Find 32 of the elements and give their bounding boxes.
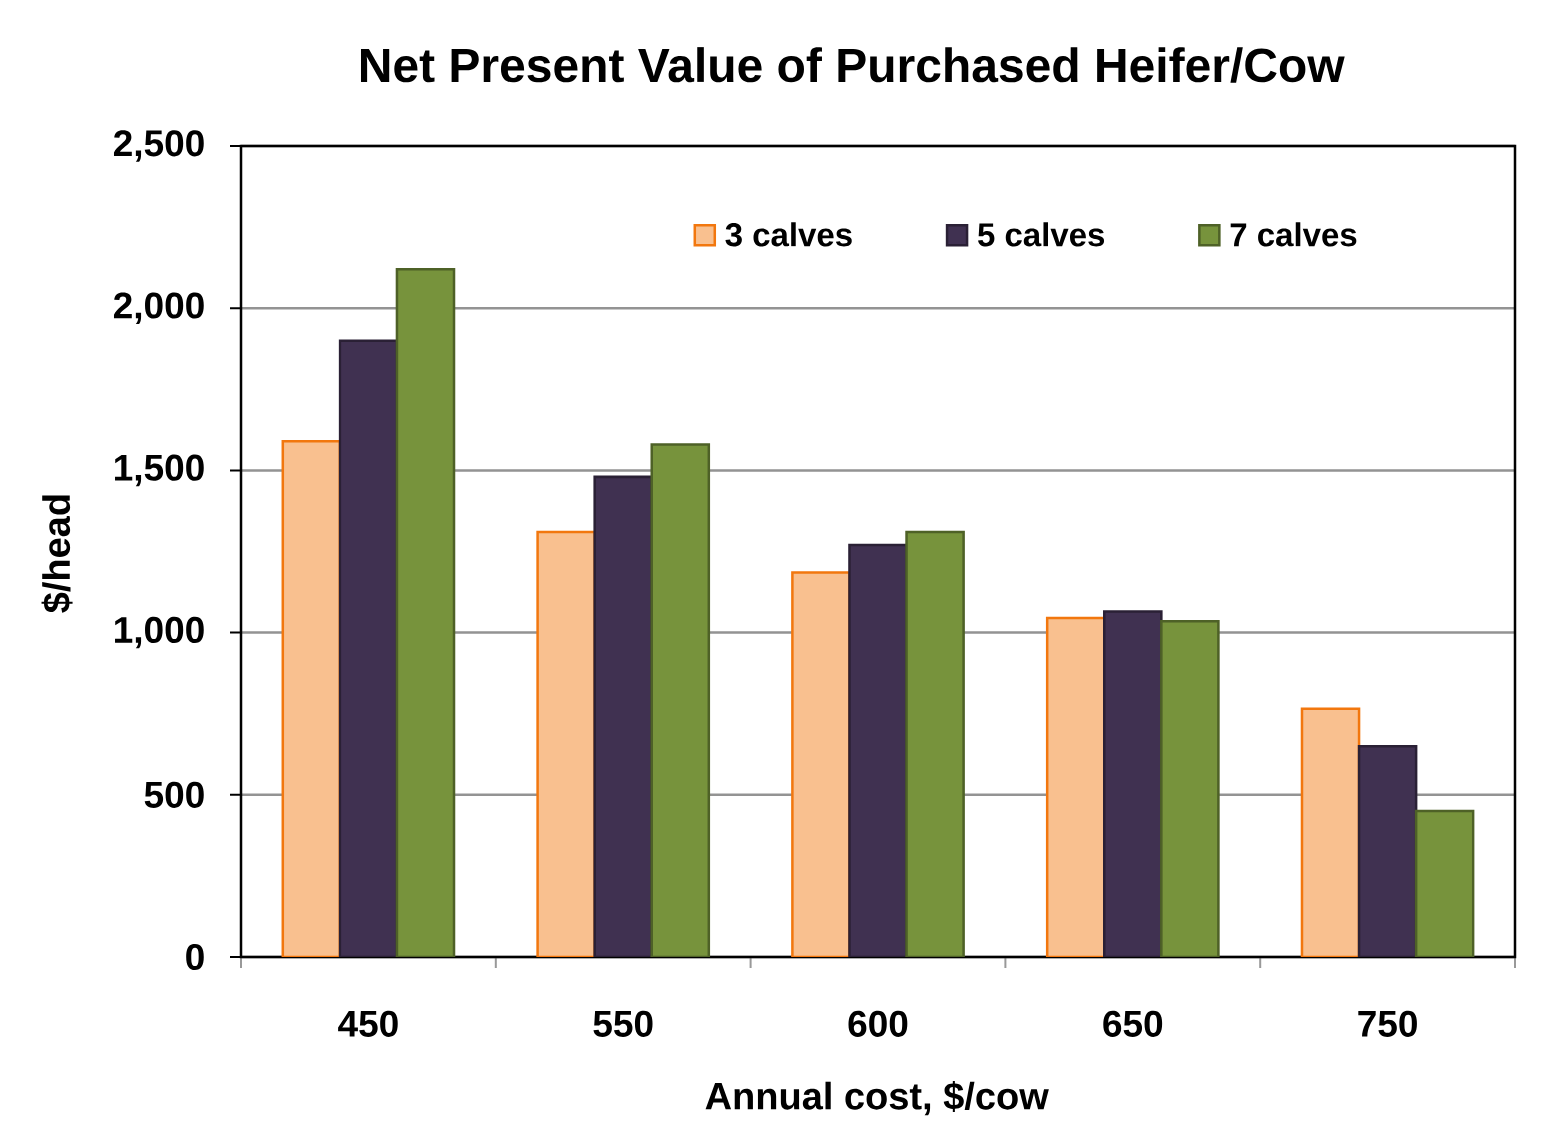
- y-tick-label: 500: [144, 781, 204, 808]
- y-tick-label: 1,000: [115, 616, 204, 649]
- bar: [1160, 619, 1220, 957]
- legend-label: 5 calves: [978, 222, 1105, 247]
- bar: [1045, 616, 1106, 957]
- y-axis-title: $/head: [41, 495, 73, 613]
- bar: [338, 339, 399, 957]
- bar: [536, 530, 596, 957]
- chart-title: Net Present Value of Purchased Heifer/Cow: [360, 47, 1345, 83]
- bar: [791, 571, 851, 957]
- bar: [1357, 744, 1418, 957]
- y-tick-label: 2,000: [113, 292, 204, 324]
- y-tick-label: 0: [186, 943, 204, 971]
- x-tick-label: 450: [338, 1010, 398, 1037]
- legend-label: 3 calves: [725, 222, 852, 247]
- bar: [1414, 809, 1475, 957]
- bar: [848, 543, 908, 957]
- bar: [650, 443, 711, 957]
- y-tick-label: 2,500: [113, 130, 204, 162]
- x-tick-label: 550: [593, 1010, 653, 1037]
- bar: [905, 530, 965, 957]
- legend-label: 7 calves: [1230, 222, 1357, 247]
- y-tick-label: 1,500: [115, 454, 204, 487]
- bar: [593, 475, 653, 957]
- bar: [1300, 707, 1361, 957]
- bar: [395, 268, 456, 957]
- x-axis-title: Annual cost, $/cow: [705, 1081, 1049, 1116]
- bar: [281, 439, 342, 957]
- x-tick-label: 600: [848, 1010, 908, 1037]
- x-tick-label: 650: [1103, 1010, 1163, 1037]
- bar: [1103, 610, 1163, 957]
- x-tick-label: 750: [1358, 1010, 1417, 1037]
